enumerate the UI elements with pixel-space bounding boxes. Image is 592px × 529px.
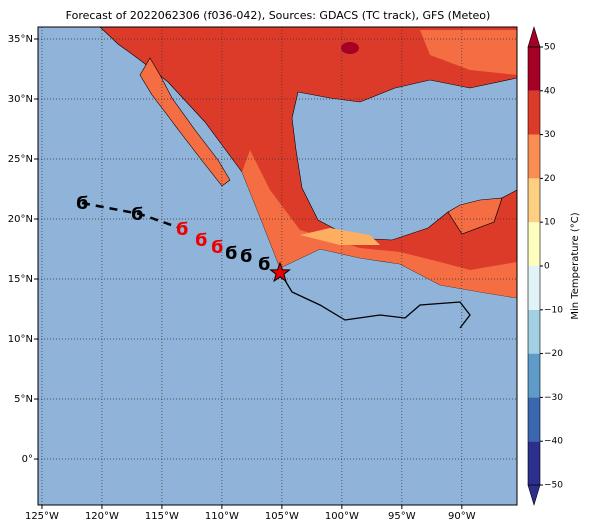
colorbar-tick-label: 0 — [544, 262, 550, 272]
storm-symbols: ϭ ϭ ϭ ϭ ϭ ϭ ϭ ϭ — [76, 193, 271, 275]
y-tick-label: 30°N — [8, 94, 33, 105]
storm-icon: ϭ — [76, 193, 89, 214]
storm-icon: ϭ — [131, 204, 144, 225]
storm-icon: ϭ — [176, 219, 189, 240]
y-tick-label: 10°N — [8, 334, 33, 345]
map-frame — [37, 26, 518, 506]
storm-icon: ϭ — [258, 254, 271, 275]
x-tick-label: 100°W — [325, 511, 359, 522]
x-tick-label: 90°W — [448, 511, 476, 522]
colorbar-tick-label: 20 — [544, 174, 556, 184]
x-tick-label: 125°W — [25, 511, 59, 522]
colorbar-band — [528, 134, 540, 179]
colorbar-band — [528, 309, 540, 354]
storm-icon: ϭ — [211, 237, 224, 258]
y-tick-label: 15°N — [8, 274, 33, 285]
colorbar-tick-label: 30 — [544, 130, 556, 140]
y-tick-label: 20°N — [8, 214, 33, 225]
storm-icon: ϭ — [240, 246, 253, 267]
colorbar-label: Min Temperature (°C) — [570, 212, 581, 319]
colorbar-tick-label: 40 — [544, 86, 556, 96]
highland — [300, 228, 380, 245]
y-tick-label: 35°N — [8, 34, 33, 45]
grid — [38, 27, 517, 505]
map: ϭ ϭ ϭ ϭ ϭ ϭ ϭ ϭ — [38, 27, 517, 505]
colorbar-extend-top — [527, 25, 541, 48]
colorbar-tick-label: −30 — [544, 393, 563, 403]
colorbar-extend-bottom — [527, 484, 541, 507]
y-tick-label: 0° — [22, 454, 33, 465]
colorbar-band — [528, 397, 540, 442]
colorbar-band — [528, 222, 540, 266]
current-position — [269, 261, 291, 283]
x-tick-label: 120°W — [85, 511, 119, 522]
us-orange — [420, 30, 517, 75]
colorbar-tick-label: −40 — [544, 437, 563, 447]
y-tick-label: 5°N — [14, 394, 33, 405]
storm-icon: ϭ — [225, 243, 238, 264]
colorbar-tick-label: 50 — [544, 43, 556, 53]
track-forecast — [81, 201, 181, 230]
storm-icon: ϭ — [195, 230, 208, 251]
colorbar-tick-label: −50 — [544, 481, 563, 491]
colorbar-band — [528, 353, 540, 398]
x-tick-label: 95°W — [388, 511, 416, 522]
cold-spot — [341, 42, 359, 54]
x-tick-label: 115°W — [145, 511, 179, 522]
colorbar-tick-label: 10 — [544, 218, 556, 228]
colorbar-band — [528, 47, 540, 91]
track-past — [279, 271, 471, 329]
colorbar-band — [528, 178, 540, 223]
x-tick-label: 110°W — [205, 511, 239, 522]
colorbar-band — [528, 441, 540, 485]
colorbar-band — [528, 90, 540, 135]
y-tick-label: 25°N — [8, 154, 33, 165]
colorbar-band — [528, 266, 540, 310]
lowland — [242, 150, 517, 298]
colorbar-tick-label: −10 — [544, 305, 563, 315]
title: Forecast of 2022062306 (f036-042), Sourc… — [66, 9, 491, 22]
colorbar-tick-label: −20 — [544, 349, 563, 359]
x-tick-label: 105°W — [265, 511, 299, 522]
